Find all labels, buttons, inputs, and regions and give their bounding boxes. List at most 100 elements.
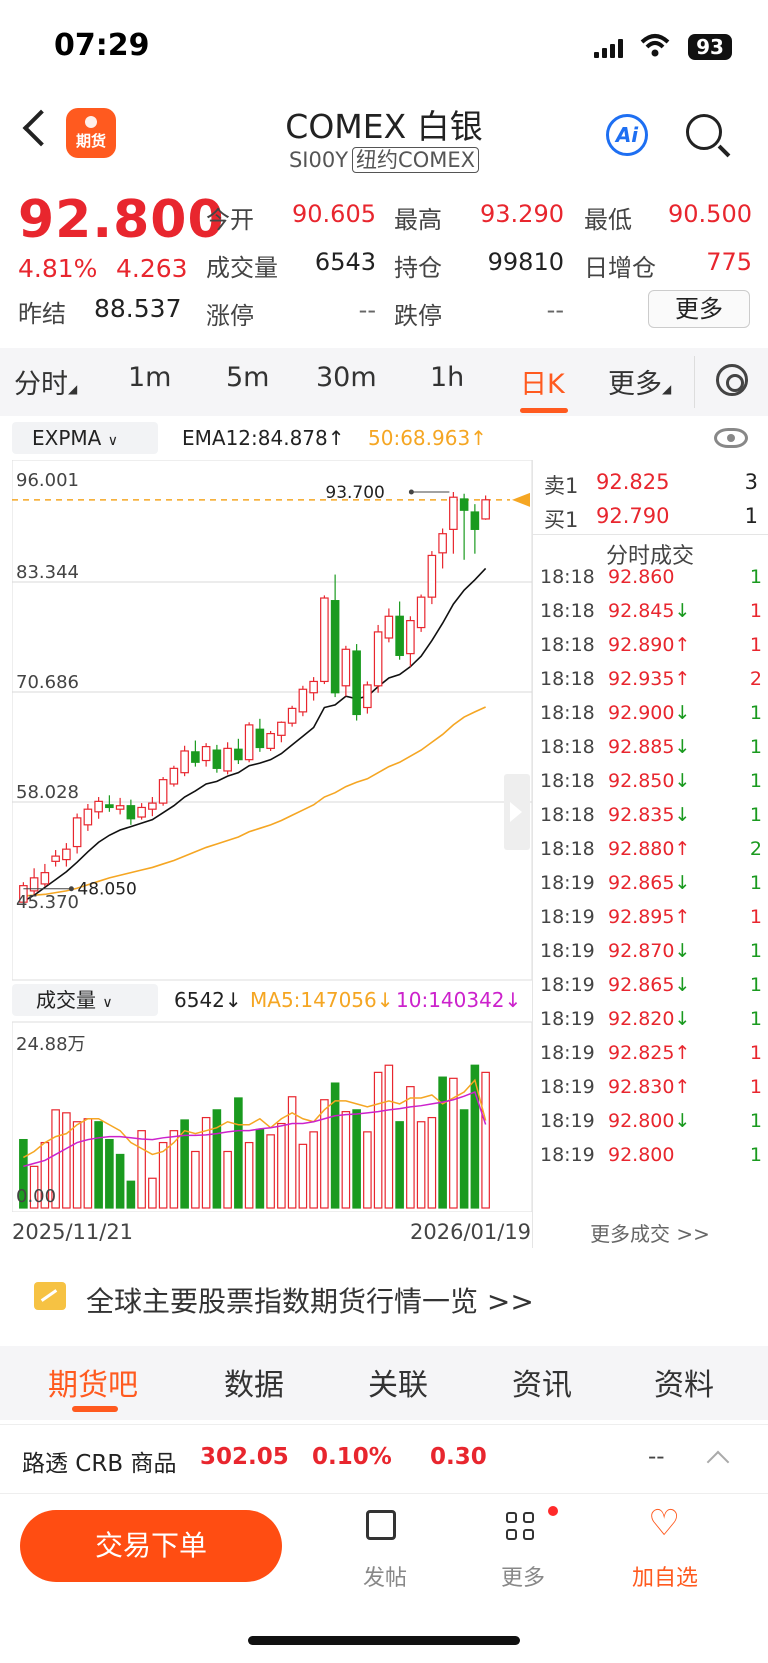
candle-body [352,650,361,716]
volume-bar [105,1138,114,1209]
trade-order-button[interactable]: 交易下单 [20,1510,282,1582]
tick-time: 18:19 [540,1144,595,1166]
tab-intraday[interactable]: 分时◢ [14,369,78,400]
tick-row: 18:18 92.860 1 [540,566,762,600]
tab-futures-forum[interactable]: 期货吧 [48,1368,138,1403]
volume-last: 6542↓ [174,988,242,1012]
tab-news[interactable]: 资讯 [512,1368,572,1403]
low-label: 最低 [584,206,632,234]
max-price-label: 93.700 [325,483,384,503]
tab-30m[interactable]: 30m [316,362,377,393]
ai-button[interactable]: Ai [606,114,648,156]
open-label: 今开 [206,206,254,234]
page-subtitle: SI00Y 纽约COMEX [0,144,768,174]
wifi-icon [640,32,670,62]
min-dot [68,886,74,892]
post-label[interactable]: 发帖 [362,1566,407,1591]
tab-related[interactable]: 关联 [368,1368,428,1403]
tick-time: 18:18 [540,702,595,724]
tick-price: 92.880↑ [608,838,691,860]
kline-chart[interactable]: 96.001 83.344 70.686 58.028 45.370 93.700 48.… [12,460,532,1212]
volume-bar [180,1119,189,1209]
candle-body [40,872,50,885]
candle-body [83,808,93,826]
candle-body [266,732,275,749]
heart-icon[interactable]: ♡ [648,1503,681,1544]
volume-bar [19,1138,28,1209]
candle-body [416,596,426,629]
more-label[interactable]: 更多 [500,1566,545,1591]
tick-price: 92.830↑ [608,1076,691,1098]
candle-body [277,721,286,736]
panel-divider [532,460,533,1248]
tick-time: 18:18 [540,668,595,690]
gear-icon[interactable] [716,364,748,396]
home-indicator [248,1636,520,1645]
tick-time: 18:18 [540,770,595,792]
section-tabs [0,1346,768,1420]
tab-profile[interactable]: 资料 [654,1368,714,1403]
tab-data[interactable]: 数据 [224,1368,284,1403]
global-index-banner[interactable] [0,1252,768,1342]
tab-1m[interactable]: 1m [128,362,172,393]
grid-icon[interactable] [506,1512,536,1542]
favorite-label[interactable]: 加自选 [631,1566,698,1591]
tab-1h[interactable]: 1h [430,362,465,393]
tab-daily-k[interactable]: 日K [520,369,565,400]
volume-bar [94,1121,103,1209]
candle-body [137,806,146,818]
volume-bar [191,1150,200,1209]
active-tab-indicator [520,408,568,413]
tab-more[interactable]: 更多◢ [608,369,672,400]
volume-bar [416,1121,426,1209]
banner-text[interactable]: 全球主要股票指数期货行情一览 >> [86,1285,534,1318]
panel-divider-h [532,534,768,535]
tick-row: 18:18 92.885↓ 1 [540,736,762,770]
volume-indicator-select[interactable]: 成交量 ∨ [12,984,158,1016]
y-tick-label: 96.001 [16,470,79,491]
tick-price: 92.800 [608,1144,675,1166]
tick-price: 92.895↑ [608,906,691,928]
tick-price: 92.860 [608,566,675,588]
eye-icon[interactable] [714,428,748,448]
more-quote-button[interactable]: 更多 [648,290,750,328]
indicator-select[interactable]: EXPMA ∨ [12,422,158,454]
candle-body [363,684,372,709]
tick-time: 18:19 [540,1008,595,1030]
volume-min-label: 0.00 [16,1186,56,1207]
volume-bar [72,1121,82,1209]
tab-5m[interactable]: 5m [226,362,270,393]
volume-max-label: 24.88万 [16,1034,86,1055]
volume-ma10: 10:140342↓ [396,988,522,1012]
tick-row: 18:19 92.800↓ 1 [540,1110,762,1144]
tick-time: 18:19 [540,906,595,928]
expand-handle[interactable] [504,774,530,850]
tick-price: 92.865↓ [608,872,691,894]
search-icon[interactable] [686,114,722,150]
candle-body [234,748,243,761]
futures-badge[interactable]: 期货 [66,108,116,158]
open-interest-value: 99810 [487,248,564,276]
tick-time: 18:19 [540,1042,595,1064]
more-ticks-link[interactable]: 更多成交 >> [590,1222,710,1246]
tick-row: 18:19 92.865↓ 1 [540,974,762,1008]
tick-time: 18:18 [540,838,595,860]
candle-body [427,554,437,598]
volume-bar [406,1086,415,1209]
index-ticker[interactable] [0,1424,768,1494]
candle-body [62,848,71,861]
change-amount: 4.263 [116,254,188,283]
min-price-label: 48.050 [77,880,136,900]
candle-body [191,751,200,763]
tick-row: 18:18 92.850↓ 1 [540,770,762,804]
volume-bar [459,1109,469,1209]
oi-change-label: 日增仓 [584,254,656,282]
compose-icon[interactable] [366,1510,396,1540]
volume-bar [148,1177,157,1209]
candle-body [223,747,232,772]
tick-row: 18:19 92.865↓ 1 [540,872,762,906]
candle-body [395,615,404,656]
volume-bar [126,1180,136,1209]
volume-value: 6543 [314,248,376,276]
tick-row: 18:19 92.800 1 [540,1144,762,1178]
